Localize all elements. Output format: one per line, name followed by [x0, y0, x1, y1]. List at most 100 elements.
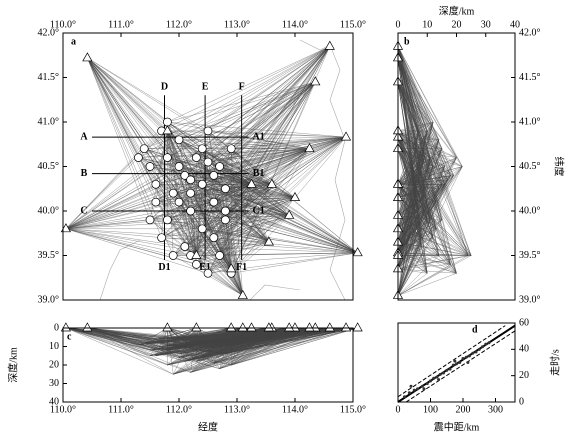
ray	[87, 57, 191, 194]
ray	[397, 157, 425, 185]
y-tick-label: 40	[519, 344, 529, 355]
x-tick-label: 30	[481, 19, 491, 30]
event	[163, 153, 172, 162]
station	[82, 52, 93, 62]
panel-label: b	[404, 36, 410, 47]
event	[221, 215, 230, 225]
ray	[87, 327, 203, 356]
profile-label: D	[161, 82, 168, 93]
y-tick-label: 39.5°	[38, 250, 60, 261]
ray	[178, 202, 243, 296]
event	[145, 215, 155, 225]
point	[448, 367, 452, 371]
ray	[65, 148, 203, 229]
ray	[167, 130, 203, 229]
event	[186, 206, 195, 216]
ray	[397, 121, 434, 216]
ray	[207, 130, 310, 149]
ray	[190, 193, 296, 198]
event	[163, 215, 172, 225]
ray	[87, 327, 209, 349]
ray	[190, 327, 330, 373]
ray	[65, 157, 139, 229]
ray	[167, 121, 197, 256]
ray	[219, 215, 290, 256]
boundary	[99, 39, 346, 301]
station	[237, 322, 248, 332]
reference-line	[397, 325, 506, 398]
ray	[87, 327, 226, 355]
ray	[397, 137, 440, 189]
profile-label: D1	[158, 262, 170, 273]
ray	[397, 255, 440, 296]
point	[422, 387, 426, 391]
ray	[184, 136, 347, 247]
ray	[87, 57, 209, 163]
ray	[397, 136, 425, 149]
ray	[87, 57, 139, 158]
y-tick-label: 40.5°	[519, 161, 541, 172]
ray	[65, 175, 214, 229]
ray	[397, 237, 422, 253]
point	[403, 395, 406, 399]
y-tick-label: 41.5°	[38, 72, 60, 83]
ray	[213, 327, 269, 343]
station	[352, 322, 363, 332]
ray	[173, 255, 232, 270]
ray	[87, 57, 156, 203]
ray	[190, 327, 358, 360]
ray	[65, 228, 174, 256]
ray	[213, 327, 243, 343]
ray	[190, 327, 316, 373]
station	[304, 322, 315, 332]
ray	[397, 175, 454, 296]
ray	[397, 157, 425, 216]
ray	[225, 136, 347, 189]
ray	[231, 252, 358, 274]
point	[435, 375, 439, 379]
y-tick-label: 39.0°	[38, 294, 60, 305]
ray	[87, 57, 180, 203]
ray	[397, 136, 442, 149]
event	[221, 184, 230, 194]
y-tick-label: 40.0°	[38, 205, 60, 216]
event	[139, 144, 149, 154]
ray	[397, 57, 445, 167]
ray	[161, 130, 347, 138]
ray	[225, 46, 330, 212]
profile-label: B	[81, 168, 88, 179]
ray	[207, 130, 272, 185]
event	[203, 268, 213, 278]
ray	[225, 327, 243, 354]
ray	[202, 148, 290, 216]
ray	[397, 46, 443, 149]
ray	[161, 130, 310, 149]
ray	[225, 327, 310, 355]
ray	[190, 327, 232, 360]
ray	[65, 228, 209, 274]
ray	[225, 327, 296, 355]
station	[191, 322, 202, 332]
point	[458, 361, 462, 364]
ray	[167, 130, 232, 149]
ray	[207, 161, 358, 253]
ray	[397, 201, 428, 229]
ray	[231, 148, 310, 274]
ray	[144, 46, 330, 149]
x-axis-label: 震中距/km	[434, 420, 480, 433]
ray	[397, 162, 431, 296]
ray	[167, 327, 180, 358]
event	[203, 126, 213, 136]
ray	[213, 327, 290, 343]
point	[471, 351, 475, 355]
ray	[397, 157, 425, 229]
x-tick-label: 0	[396, 19, 401, 30]
ray	[190, 46, 330, 256]
ray	[65, 166, 220, 229]
ray	[397, 273, 457, 296]
ray	[207, 148, 310, 163]
ray	[167, 219, 232, 269]
ray	[397, 57, 448, 180]
ray	[161, 46, 330, 132]
ray	[397, 157, 425, 243]
